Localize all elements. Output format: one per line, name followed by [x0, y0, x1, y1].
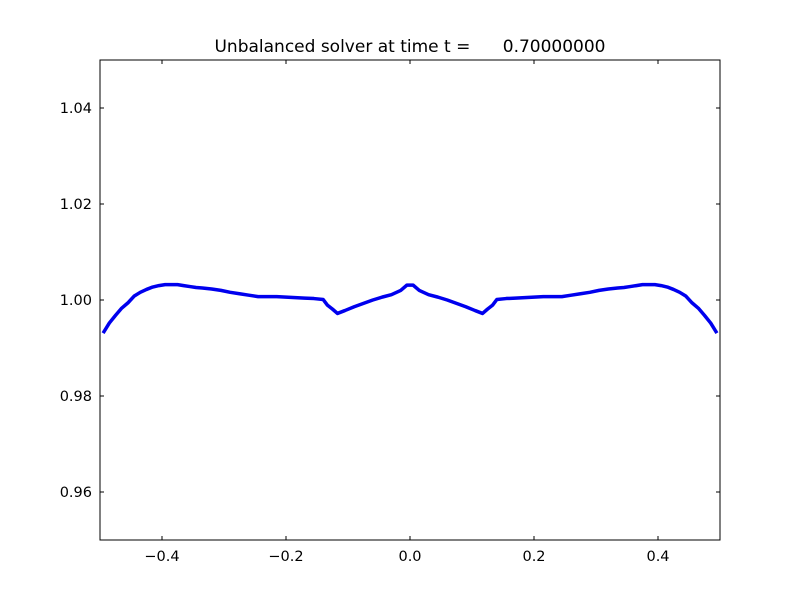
x-tick-label: −0.4	[144, 549, 179, 565]
x-tick-label: 0.0	[398, 549, 421, 565]
y-tick-label: 0.98	[60, 389, 92, 405]
y-tick-label: 0.96	[60, 485, 92, 501]
x-tick-label: −0.2	[268, 549, 303, 565]
plot-area-frame	[99, 59, 721, 541]
y-tick-label: 1.04	[60, 101, 92, 117]
x-tick-label: 0.2	[522, 549, 545, 565]
y-tick-label: 1.02	[60, 197, 92, 213]
chart-title: Unbalanced solver at time t = 0.70000000	[214, 37, 605, 57]
x-tick-label: 0.4	[646, 549, 669, 565]
series-line-0	[101, 282, 719, 335]
series-layer	[101, 282, 719, 335]
ticks-layer: −0.4 −0.2 0.0 0.2 0.4 0.96 0.98 1.00 1.02 1.04	[60, 60, 720, 565]
y-tick-label: 1.00	[60, 293, 92, 309]
